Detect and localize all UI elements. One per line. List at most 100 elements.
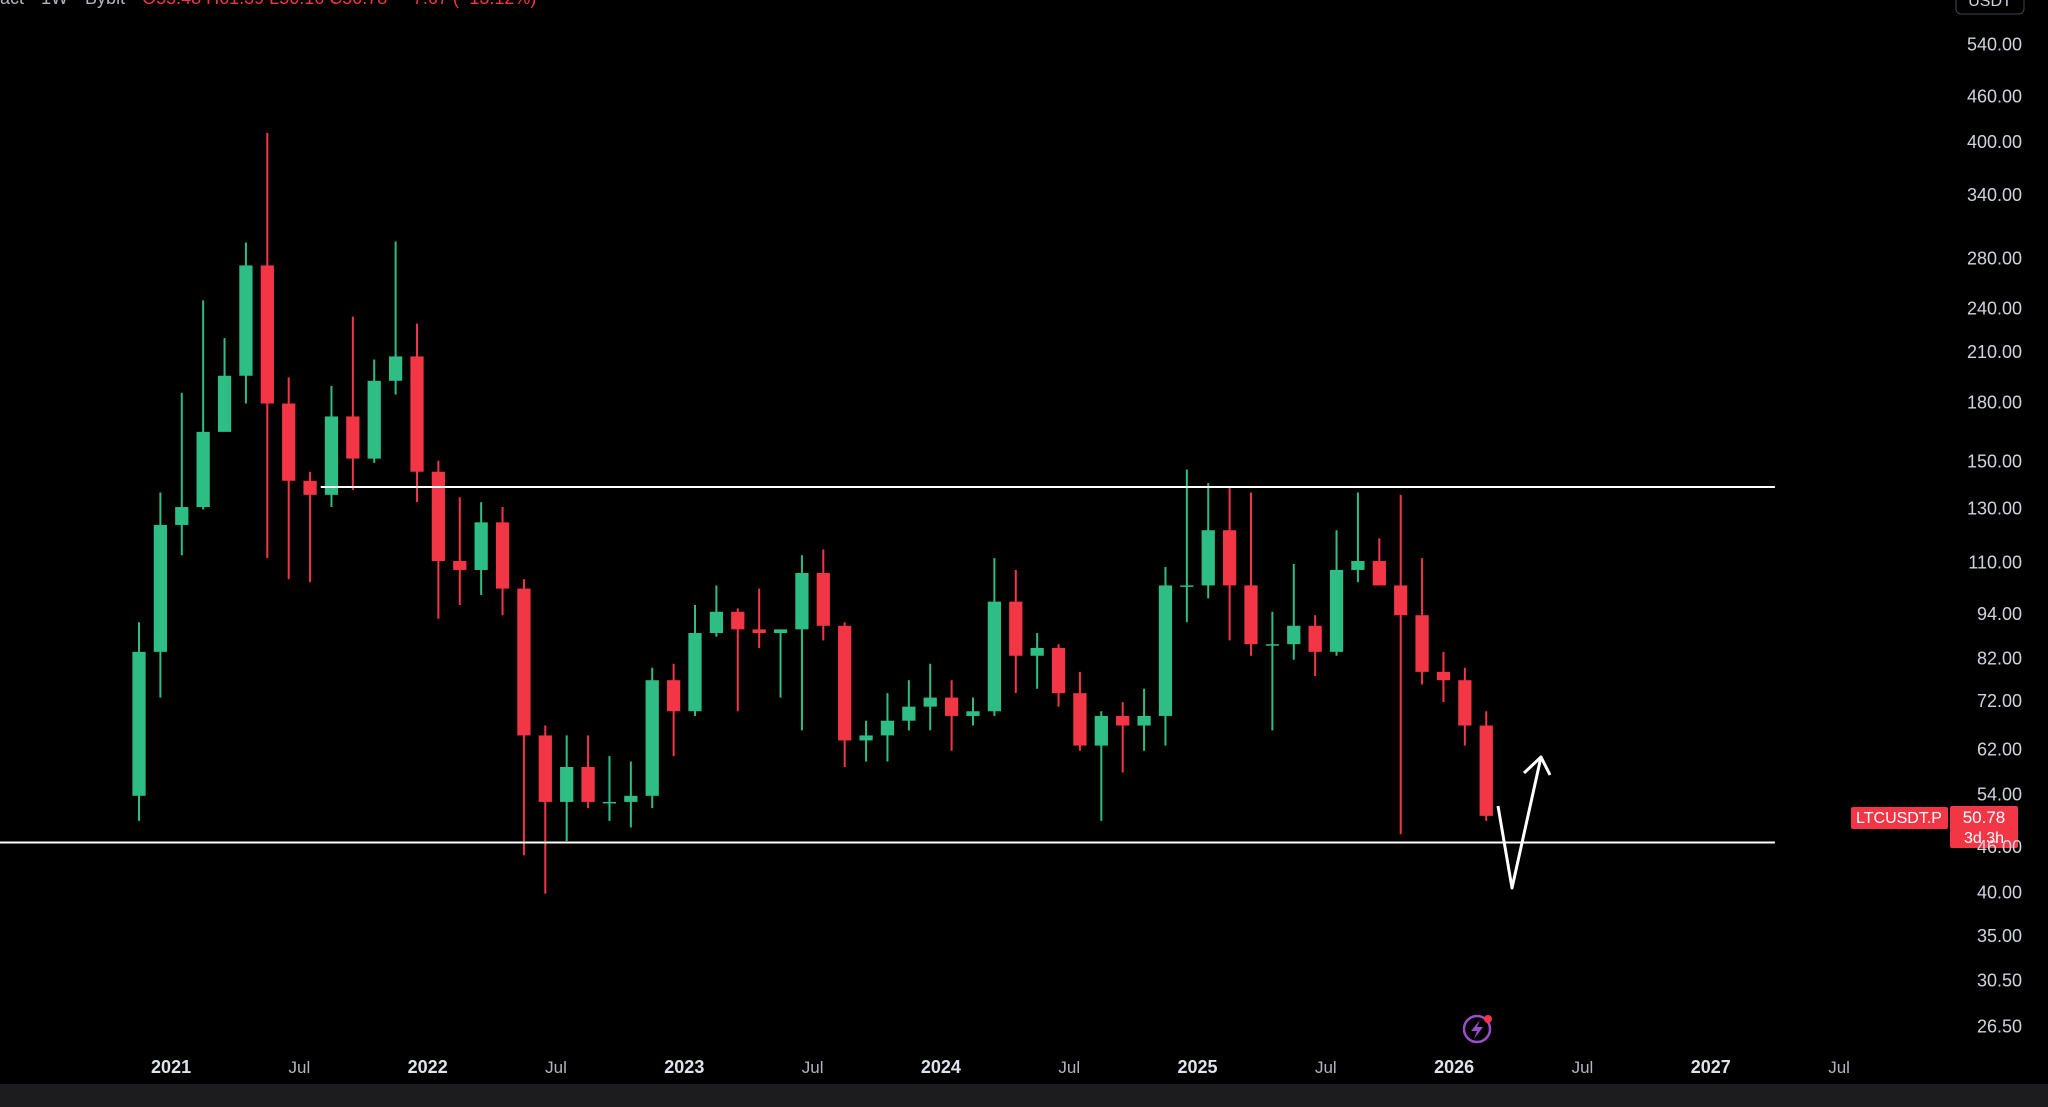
y-tick-label: 94.00 <box>1977 604 2022 624</box>
candle-body <box>773 629 788 634</box>
candle-body <box>966 711 980 716</box>
candle-body <box>1372 561 1386 586</box>
candle-body <box>1073 693 1087 746</box>
y-tick-label: 82.00 <box>1977 648 2022 668</box>
candle-body <box>902 706 916 721</box>
candle-body <box>1394 585 1408 616</box>
candle-body <box>944 697 959 716</box>
candle-body <box>581 766 595 802</box>
candle-body <box>495 522 510 589</box>
candle-body <box>260 265 274 404</box>
candle-body <box>431 471 446 562</box>
y-tick-label: 54.00 <box>1977 785 2022 805</box>
y-tick-label: 210.00 <box>1967 342 2022 362</box>
y-tick-label: 460.00 <box>1967 87 2022 107</box>
candle-body <box>1265 644 1280 646</box>
candle-body <box>709 611 724 634</box>
symbol: act <box>0 0 24 8</box>
candle-body <box>859 735 873 741</box>
candle-body <box>1180 585 1194 587</box>
candle-body <box>453 561 467 570</box>
change: −7.67 (−13.12%) <box>402 0 536 8</box>
x-tick-label: Jul <box>289 1058 311 1077</box>
arrow-head <box>1522 755 1552 776</box>
price-tag <box>1950 806 2018 848</box>
bottom-bar <box>0 1084 2048 1107</box>
candle-body <box>239 265 253 376</box>
y-tick-label: 180.00 <box>1967 392 2022 412</box>
candle-body <box>1287 625 1301 645</box>
candle-body <box>1009 601 1023 656</box>
candle-body <box>196 431 210 508</box>
header: act 1W Bybit O55.48 H61.39 L50.16 C50.78… <box>0 0 536 8</box>
y-tick-label: 150.00 <box>1967 452 2022 472</box>
candle-body <box>731 611 745 630</box>
y-tick-label: 30.50 <box>1977 971 2022 991</box>
y-tick-label: 62.00 <box>1977 740 2022 760</box>
x-tick-label: 2024 <box>921 1057 961 1077</box>
candle-body <box>816 572 830 626</box>
candle-body <box>645 680 659 796</box>
price-tag-countdown: 3d 3h <box>1964 830 2004 847</box>
candle-body <box>1094 715 1108 746</box>
x-tick-label: 2022 <box>408 1057 448 1077</box>
alert-icon[interactable] <box>1462 1014 1492 1044</box>
candle-body <box>346 416 360 459</box>
candle-body <box>1222 530 1237 586</box>
x-tick-label: Jul <box>1828 1058 1850 1077</box>
candle-body <box>474 522 488 570</box>
y-tick-label: 400.00 <box>1967 132 2022 152</box>
candle-body <box>880 720 895 736</box>
candle-body <box>388 356 403 381</box>
candle-body <box>538 735 552 802</box>
x-tick-label: 2026 <box>1434 1057 1474 1077</box>
candle-body <box>1329 569 1344 652</box>
interval: 1W <box>41 0 68 8</box>
candle-body <box>175 507 189 525</box>
x-tick-label: Jul <box>545 1058 567 1077</box>
candle-body <box>1244 585 1258 645</box>
candle-body <box>1415 615 1429 672</box>
x-tick-label: 2027 <box>1691 1057 1731 1077</box>
candle-body <box>282 403 296 481</box>
x-tick-label: 2021 <box>151 1057 191 1077</box>
candle-body <box>1051 647 1066 694</box>
x-tick-label: Jul <box>1315 1058 1337 1077</box>
ohlc: O55.48 H61.39 L50.16 C50.78 <box>142 0 387 8</box>
y-tick-label: 72.00 <box>1977 691 2022 711</box>
candle-body <box>987 601 1002 712</box>
price-tag-value: 50.78 <box>1963 808 2006 827</box>
currency-label[interactable]: USDT <box>1968 0 2012 10</box>
y-tick-label: 35.00 <box>1977 926 2022 946</box>
candle-body <box>1116 715 1130 726</box>
currency-button[interactable] <box>1955 0 2025 15</box>
candle-body <box>1308 625 1322 652</box>
y-tick-label: 110.00 <box>1968 553 2022 573</box>
candle-body <box>324 416 339 495</box>
alert-dot <box>1484 1015 1492 1023</box>
y-tick-label: 540.00 <box>1967 34 2022 54</box>
candle-body <box>1436 671 1451 681</box>
candle-body <box>795 572 809 630</box>
candle-body <box>132 651 146 796</box>
alert-bolt <box>1471 1020 1483 1039</box>
candle-body <box>1479 725 1493 816</box>
candle-body <box>838 625 852 741</box>
y-tick-label: 46.00 <box>1977 837 2022 857</box>
symbol-tag <box>1851 807 1948 829</box>
candle-body <box>1158 585 1173 716</box>
candle-body <box>153 524 168 652</box>
exchange: Bybit <box>85 0 125 8</box>
candle-body <box>1137 715 1151 726</box>
x-tick-label: 2025 <box>1178 1057 1218 1077</box>
grid <box>170 45 1954 1054</box>
drawn-arrow <box>1496 756 1543 890</box>
y-tick-label: 40.00 <box>1977 882 2022 902</box>
candles <box>0 132 1775 894</box>
candle-body <box>666 680 681 712</box>
candle-body <box>410 356 424 472</box>
y-tick-label: 340.00 <box>1967 185 2022 205</box>
y-tick-label: 240.00 <box>1967 299 2022 319</box>
